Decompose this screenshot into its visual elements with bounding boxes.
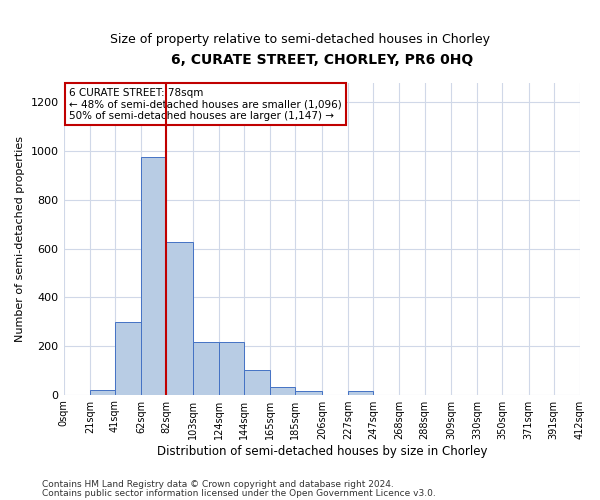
Bar: [115, 322, 141, 394]
Bar: [271, 388, 295, 394]
Bar: [141, 157, 166, 394]
Text: Contains public sector information licensed under the Open Government Licence v3: Contains public sector information licen…: [42, 488, 436, 498]
Bar: [295, 391, 322, 394]
Text: Contains HM Land Registry data © Crown copyright and database right 2024.: Contains HM Land Registry data © Crown c…: [42, 480, 394, 489]
Text: 6 CURATE STREET: 78sqm
← 48% of semi-detached houses are smaller (1,096)
50% of : 6 CURATE STREET: 78sqm ← 48% of semi-det…: [69, 88, 341, 121]
Bar: [166, 242, 193, 394]
Title: 6, CURATE STREET, CHORLEY, PR6 0HQ: 6, CURATE STREET, CHORLEY, PR6 0HQ: [170, 52, 473, 66]
Bar: [348, 391, 373, 394]
Bar: [244, 370, 271, 394]
Bar: [90, 390, 115, 394]
Y-axis label: Number of semi-detached properties: Number of semi-detached properties: [15, 136, 25, 342]
Bar: [193, 342, 219, 394]
X-axis label: Distribution of semi-detached houses by size in Chorley: Distribution of semi-detached houses by …: [157, 444, 487, 458]
Text: Size of property relative to semi-detached houses in Chorley: Size of property relative to semi-detach…: [110, 32, 490, 46]
Bar: [219, 342, 244, 394]
